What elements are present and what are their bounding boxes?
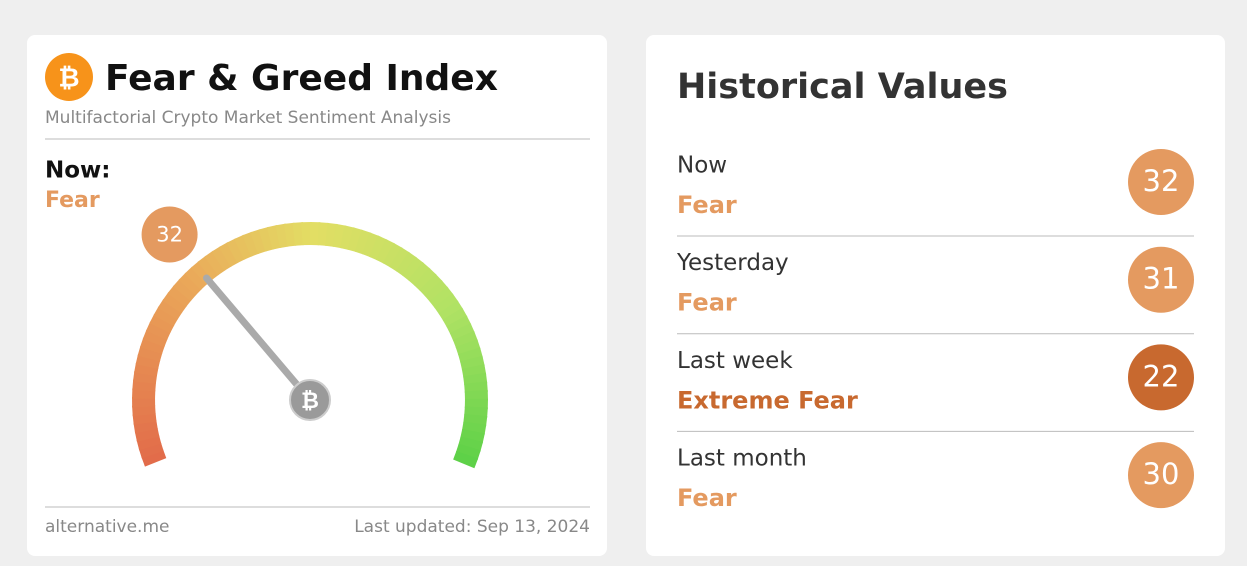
gauge-segment: [184, 266, 208, 291]
gauge-segment: [347, 227, 364, 253]
gauge-segment: [438, 300, 464, 322]
gauge-segment: [375, 238, 396, 264]
gauge-segment: [460, 429, 485, 444]
bitcoin-icon: [45, 53, 93, 101]
gauge-segment: [354, 229, 372, 255]
gauge-segment: [145, 321, 171, 340]
gauge-segment: [429, 286, 454, 309]
gauge-segment: [464, 398, 488, 410]
index-card: [27, 35, 607, 556]
gauge-segment: [157, 299, 183, 320]
subtitle: Multifactorial Crypto Market Sentiment A…: [45, 108, 451, 128]
gauge-segment: [172, 278, 197, 302]
now-class: Fear: [45, 188, 100, 213]
gauge-segment: [218, 242, 239, 267]
gauge-segment: [292, 222, 304, 246]
gauge-segment: [419, 273, 443, 297]
gauge-segment: [452, 331, 478, 349]
value: 22: [1143, 359, 1180, 393]
gauge-segment: [361, 232, 380, 258]
classification: Fear: [677, 191, 737, 219]
gauge-segment: [340, 225, 355, 250]
gauge-segment: [226, 238, 246, 264]
gauge-segment: [242, 231, 260, 257]
gauge-segment: [453, 450, 479, 469]
period: Last month: [677, 446, 807, 472]
value-badge: [1128, 344, 1194, 411]
gauge-segment: [446, 315, 472, 335]
gauge-segment: [464, 381, 488, 393]
now-label: Now:: [45, 158, 111, 184]
gauge-segment: [258, 226, 274, 252]
history-card: [646, 35, 1225, 556]
value-bubble: [141, 206, 198, 263]
gauge-segment: [332, 223, 347, 249]
value-badge: [1128, 149, 1194, 215]
last-updated: Last updated: Sep 13, 2024: [354, 517, 590, 537]
gauge-segment: [162, 291, 187, 314]
gauge-segment: [455, 339, 481, 356]
gauge-segment: [142, 329, 168, 347]
gauge-segment: [458, 347, 483, 363]
gauge-segment: [369, 235, 388, 261]
title: Fear & Greed Index: [105, 58, 498, 99]
gauge-segment: [178, 272, 202, 296]
hub-symbol: ₿: [301, 389, 319, 414]
gauge-segment: [250, 229, 267, 254]
gauge-segment: [407, 262, 431, 286]
history-title: Historical Values: [677, 67, 1008, 107]
period: Now: [677, 153, 727, 179]
gauge-segment: [153, 306, 179, 327]
gauge-segment: [138, 442, 164, 459]
gauge-segment: [458, 436, 484, 452]
value-badge: [1128, 246, 1194, 313]
gauge-segment: [135, 354, 161, 369]
value: 31: [1143, 262, 1180, 296]
gauge: ₿ 32: [132, 206, 488, 469]
classification: Extreme Fear: [677, 386, 858, 414]
gauge-segment: [395, 251, 418, 277]
gauge-segment: [310, 222, 321, 246]
gauge-segment: [449, 323, 475, 342]
gauge-segment: [413, 267, 437, 292]
gauge-segment: [137, 345, 163, 362]
value-badge: [1128, 442, 1194, 509]
gauge-segment: [141, 449, 167, 467]
gauge-segment: [132, 404, 156, 417]
gauge-segment: [234, 234, 253, 260]
gauge-segment: [401, 256, 424, 281]
gauge-segment: [197, 255, 220, 280]
bitcoin-symbol: ₿: [58, 64, 79, 94]
classification: Fear: [677, 289, 737, 317]
period: Last week: [677, 348, 793, 374]
period: Yesterday: [676, 250, 789, 276]
gauge-segment: [434, 293, 459, 315]
value: 30: [1143, 457, 1180, 491]
gauge-segment: [139, 337, 165, 355]
gauge-segment: [211, 246, 232, 271]
gauge-segment: [464, 390, 488, 401]
gauge-segment: [455, 443, 481, 461]
gauge-segment: [442, 307, 468, 328]
gauge-segment: [132, 397, 156, 408]
gauge-segment: [301, 222, 312, 246]
history-rows: Now Fear 32 Yesterday Fear 31 Last week Extreme…: [676, 149, 1194, 512]
source: alternative.me: [45, 517, 169, 537]
needle: [202, 274, 314, 404]
value: 32: [1143, 164, 1180, 198]
gauge-segment: [204, 250, 226, 276]
gauge-segment: [389, 247, 410, 272]
value-label: 32: [156, 223, 183, 247]
gauge-segment: [167, 285, 192, 308]
gauge-segment: [149, 313, 175, 334]
gauge-segment: [424, 279, 449, 303]
classification: Fear: [677, 484, 737, 512]
gauge-segment: [382, 242, 403, 268]
gauge-segment: [134, 362, 159, 377]
needle-hub: [289, 379, 331, 421]
